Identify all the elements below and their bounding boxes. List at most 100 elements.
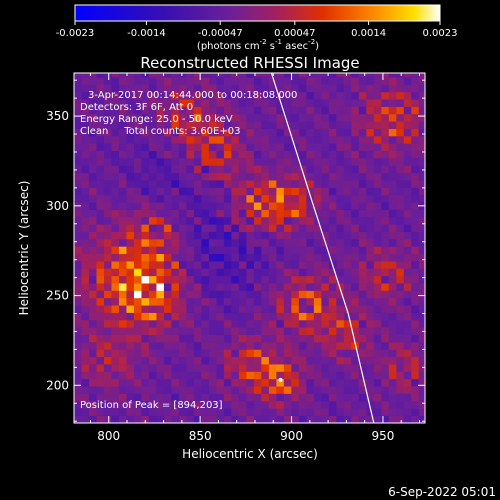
heatmap-cell	[223, 393, 232, 402]
heatmap-cell	[186, 209, 195, 218]
heatmap-cell	[201, 150, 210, 159]
heatmap-cell	[291, 231, 300, 240]
heatmap-cell	[118, 327, 127, 335]
heatmap-cell	[328, 371, 337, 380]
heatmap-cell	[261, 187, 270, 196]
heatmap-cell	[373, 172, 382, 181]
heatmap-cell	[118, 268, 127, 277]
heatmap-cell	[253, 261, 262, 269]
heatmap-cell	[291, 342, 300, 350]
heatmap-cell	[276, 172, 285, 181]
heatmap-cell	[141, 239, 150, 247]
heatmap-cell	[88, 150, 97, 159]
heatmap-cell	[381, 180, 390, 188]
heatmap-cell	[388, 378, 397, 387]
heatmap-cell	[193, 239, 202, 247]
heatmap-cell	[396, 239, 405, 247]
heatmap-cell	[373, 297, 382, 306]
heatmap-cell	[306, 113, 315, 122]
heatmap-cell	[253, 91, 262, 100]
heatmap-cell	[163, 187, 172, 196]
heatmap-cell	[396, 261, 405, 269]
heatmap-cell	[186, 400, 195, 409]
heatmap-cell	[231, 371, 240, 380]
heatmap-cell	[313, 150, 322, 159]
heatmap-cell	[411, 364, 420, 372]
heatmap-cell	[238, 106, 247, 115]
heatmap-cell	[411, 121, 420, 129]
heatmap-cell	[178, 77, 187, 85]
heatmap-cell	[223, 150, 232, 159]
heatmap-cell	[201, 349, 210, 358]
heatmap-cell	[193, 158, 202, 166]
heatmap-cell	[148, 113, 157, 122]
heatmap-cell	[156, 239, 165, 247]
heatmap-cell	[118, 77, 127, 85]
heatmap-cell	[193, 106, 202, 115]
heatmap-cell	[238, 297, 247, 306]
heatmap-cell	[253, 342, 262, 350]
heatmap-cell	[246, 283, 255, 291]
heatmap-cell	[186, 349, 195, 358]
heatmap-cell	[411, 349, 420, 358]
heatmap-cell	[238, 364, 247, 372]
heatmap-cell	[373, 364, 382, 372]
heatmap-cell	[343, 121, 352, 129]
heatmap-cell	[133, 342, 142, 350]
heatmap-cell	[306, 349, 315, 358]
heatmap-cell	[373, 158, 382, 166]
heatmap-cell	[253, 99, 262, 107]
heatmap-cell	[216, 73, 225, 78]
heatmap-cell	[193, 400, 202, 409]
heatmap-cell	[186, 408, 195, 416]
heatmap-cell	[276, 275, 285, 284]
heatmap-cell	[418, 216, 425, 225]
heatmap-cell	[321, 121, 330, 129]
heatmap-cell	[351, 364, 360, 372]
heatmap-cell	[366, 224, 375, 232]
heatmap-cell	[306, 334, 315, 343]
heatmap-cell	[373, 180, 382, 188]
heatmap-cell	[186, 165, 195, 174]
heatmap-cell	[223, 253, 232, 262]
heatmap-cell	[178, 121, 187, 129]
heatmap-cell	[268, 334, 277, 343]
heatmap-cell	[268, 268, 277, 277]
heatmap-cell	[133, 334, 142, 343]
heatmap-cell	[111, 91, 120, 100]
heatmap-cell	[328, 378, 337, 387]
heatmap-cell	[118, 290, 127, 299]
heatmap-cell	[118, 319, 127, 328]
heatmap-cell	[418, 121, 425, 129]
heatmap-cell	[208, 378, 217, 387]
heatmap-cell	[343, 319, 352, 328]
heatmap-cell	[328, 349, 337, 358]
heatmap-cell	[96, 165, 105, 174]
heatmap-cell	[133, 386, 142, 394]
heatmap-cell	[111, 113, 120, 122]
heatmap-cell	[373, 356, 382, 365]
heatmap-cell	[201, 106, 210, 115]
heatmap-cell	[216, 91, 225, 100]
heatmap-cell	[306, 415, 315, 423]
heatmap-cell	[261, 136, 270, 144]
heatmap-cell	[411, 290, 420, 299]
heatmap-cell	[81, 158, 90, 166]
heatmap-cell	[96, 143, 105, 152]
heatmap-cell	[148, 364, 157, 372]
heatmap-cell	[156, 364, 165, 372]
heatmap-cell	[81, 113, 90, 122]
heatmap-cell	[231, 364, 240, 372]
heatmap-cell	[321, 113, 330, 122]
heatmap-cell	[133, 378, 142, 387]
heatmap-cell	[306, 297, 315, 306]
heatmap-cell	[231, 349, 240, 358]
heatmap-cell	[351, 187, 360, 196]
heatmap-cell	[223, 319, 232, 328]
heatmap-cell	[238, 400, 247, 409]
heatmap-cell	[268, 297, 277, 306]
heatmap-cell	[81, 275, 90, 284]
heatmap-cell	[381, 393, 390, 402]
heatmap-cell	[343, 364, 352, 372]
heatmap-cell	[261, 209, 270, 218]
